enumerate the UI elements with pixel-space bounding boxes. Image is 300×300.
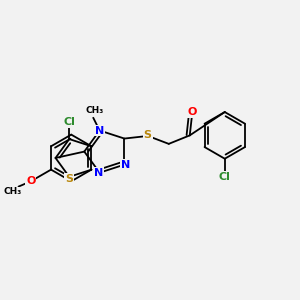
Text: Cl: Cl — [63, 117, 75, 127]
Text: N: N — [94, 168, 103, 178]
Text: Cl: Cl — [219, 172, 231, 182]
Text: S: S — [65, 174, 73, 184]
Text: O: O — [26, 176, 35, 186]
Text: CH₃: CH₃ — [85, 106, 103, 115]
Text: CH₃: CH₃ — [3, 188, 21, 196]
Text: N: N — [121, 160, 130, 170]
Text: O: O — [187, 107, 196, 117]
Text: S: S — [144, 130, 152, 140]
Text: N: N — [95, 125, 104, 136]
